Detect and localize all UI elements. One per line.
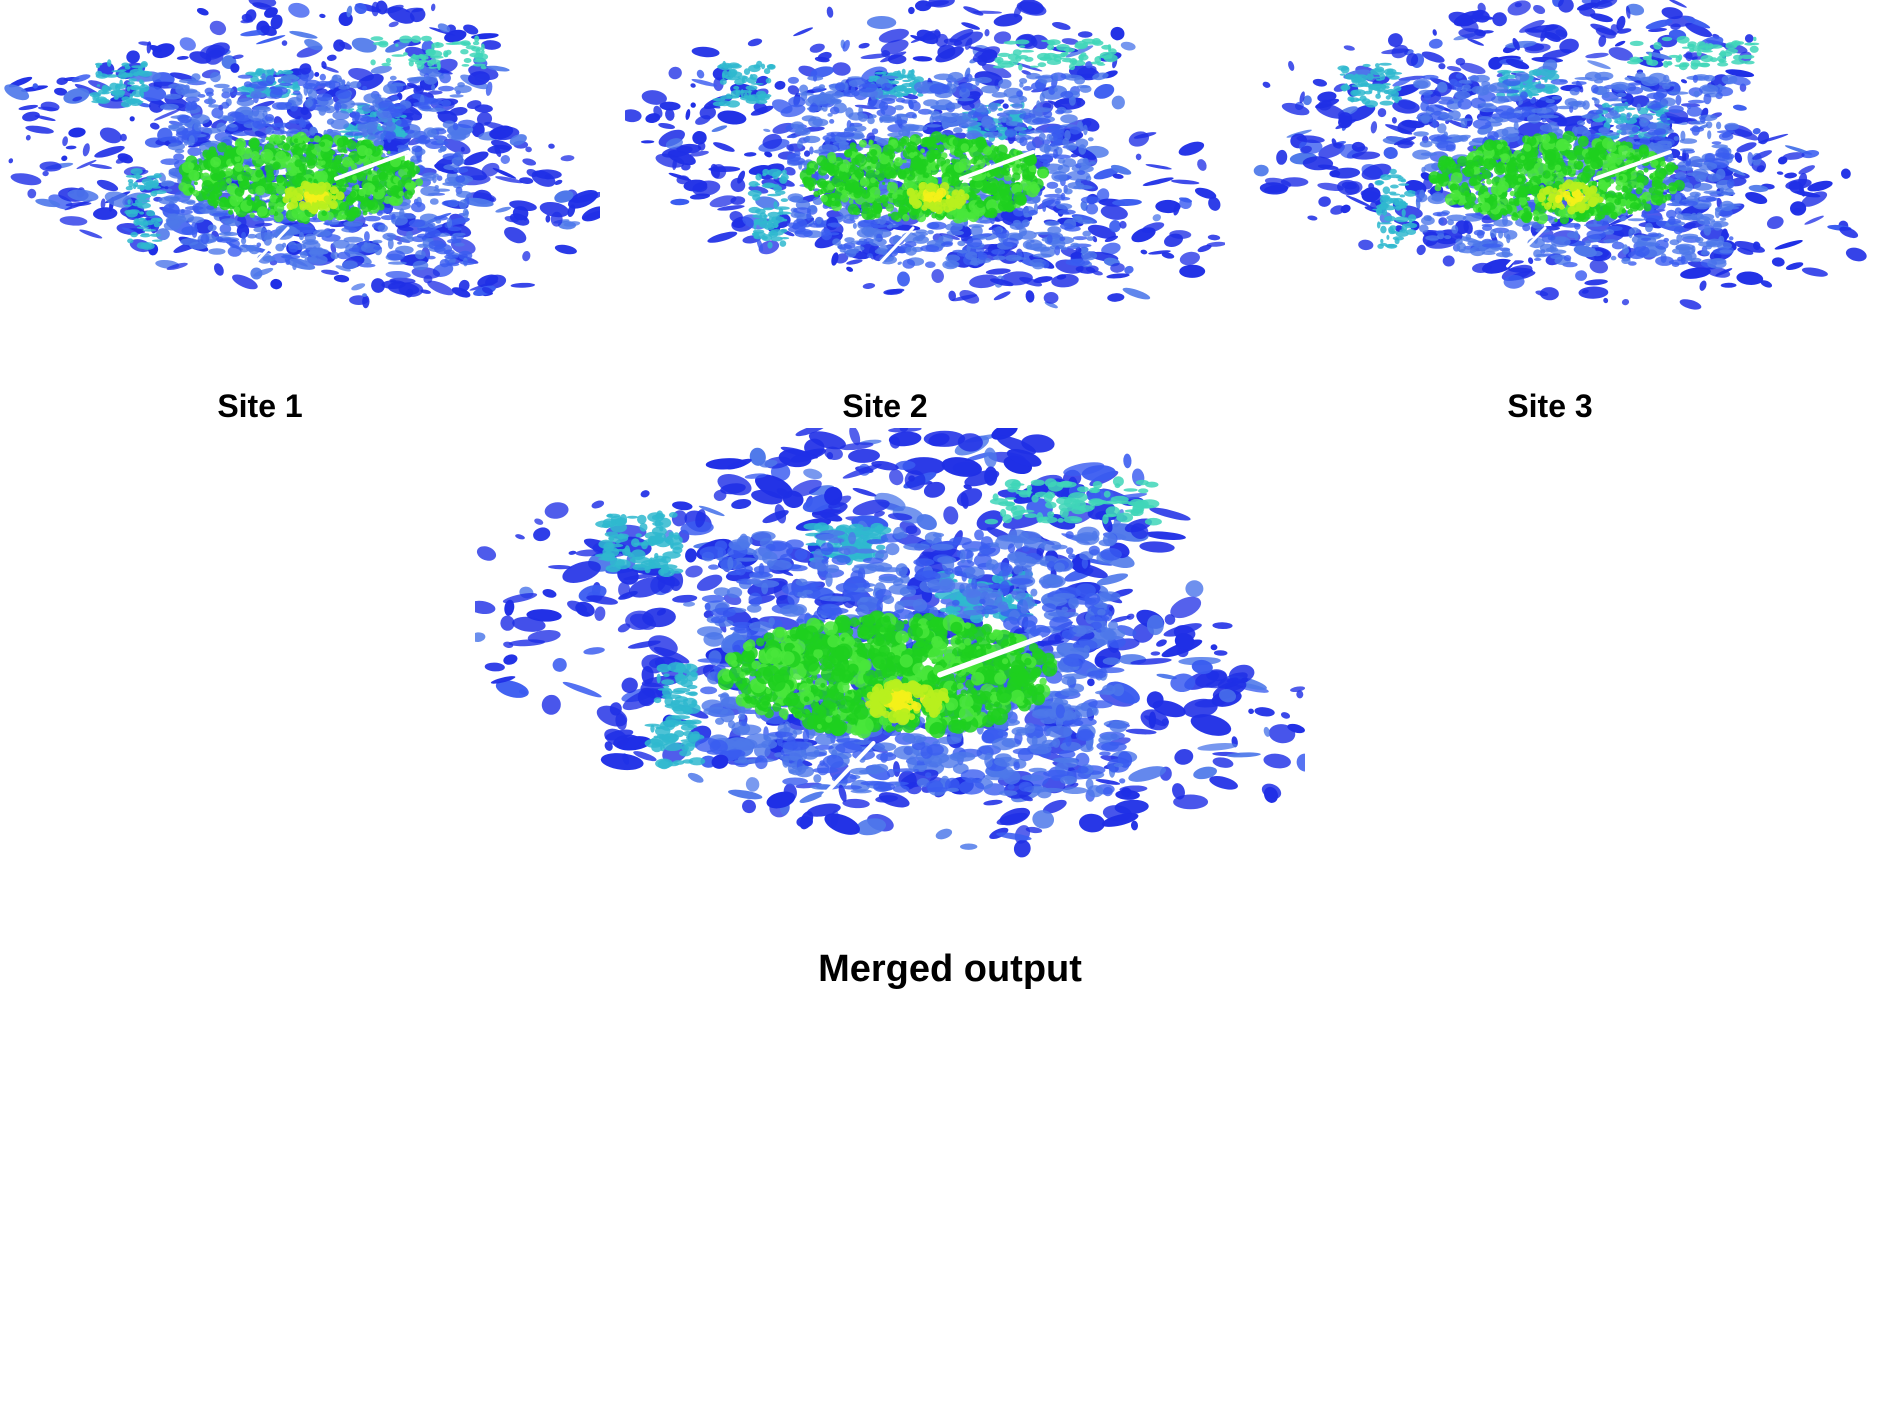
point-cloud-fragments: [4, 0, 600, 329]
caption-merged: Merged output: [818, 948, 1082, 990]
point-cloud-site-1-render: [4, 0, 600, 329]
caption-site-2: Site 2: [842, 388, 928, 424]
point-cloud-fragments: [475, 428, 1305, 882]
caption-site-3: Site 3: [1507, 388, 1593, 424]
point-cloud-merged: [475, 428, 1305, 953]
point-cloud-fragments: [625, 0, 1225, 329]
point-cloud-merged-render: [475, 428, 1305, 882]
point-cloud-site-1: [0, 0, 600, 380]
point-cloud-site-3-render: [1253, 0, 1867, 329]
point-cloud-site-2: [625, 0, 1225, 380]
point-cloud-site-2-render: [625, 0, 1225, 329]
caption-site-1: Site 1: [217, 388, 303, 424]
point-cloud-fragments: [1253, 0, 1867, 329]
point-cloud-site-3: [1245, 0, 1870, 380]
